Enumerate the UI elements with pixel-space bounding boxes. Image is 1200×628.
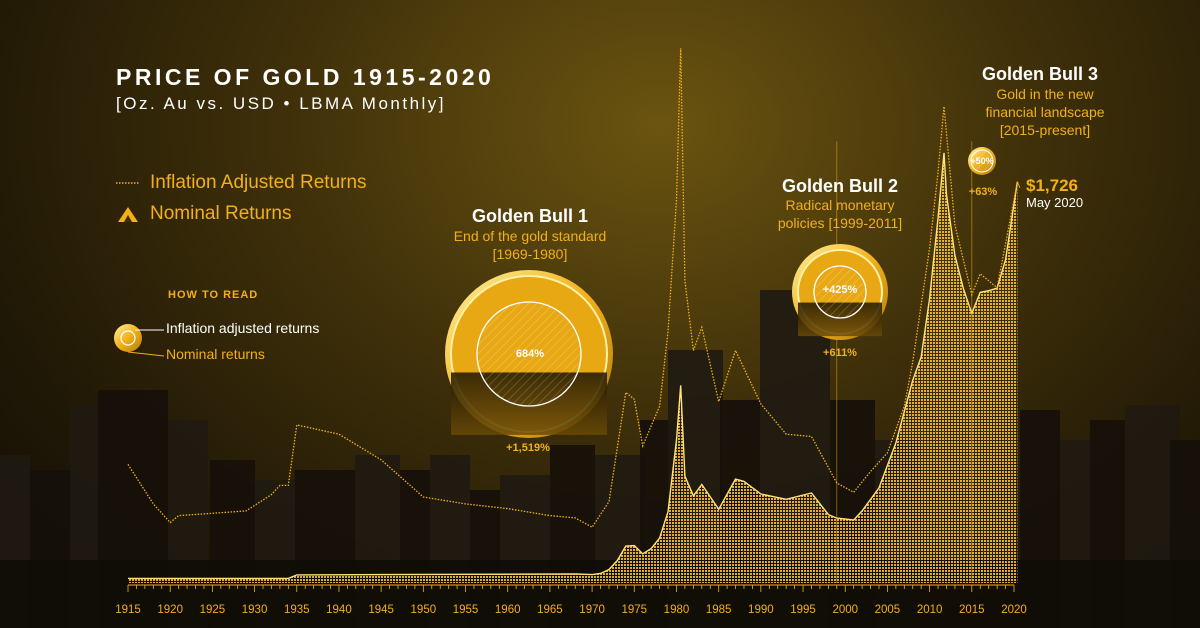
x-tick-label: 1915 bbox=[115, 604, 141, 616]
ground bbox=[0, 560, 1200, 628]
x-tick-label: 1955 bbox=[453, 604, 479, 616]
bull-2-inflation-return: +425% bbox=[822, 284, 858, 296]
latest-price-leader bbox=[1017, 181, 1021, 189]
x-tick-label: 1930 bbox=[242, 604, 268, 616]
legend-nominal: Nominal Returns bbox=[116, 203, 292, 225]
coin-inner-circle bbox=[476, 301, 582, 407]
bull-1-desc: End of the gold standard bbox=[453, 228, 607, 244]
x-tick-label: 2020 bbox=[1001, 604, 1027, 616]
x-tick-label: 1975 bbox=[621, 604, 647, 616]
x-tick-label: 2010 bbox=[917, 604, 943, 616]
bull-1-period: [1969-1980] bbox=[492, 246, 568, 262]
nominal-returns-area bbox=[128, 141, 1019, 583]
bull-3-desc-2: financial landscape bbox=[985, 104, 1105, 120]
x-tick-label: 1940 bbox=[326, 604, 352, 616]
x-tick-label: 1925 bbox=[200, 604, 226, 616]
inflation-line-path bbox=[127, 48, 1019, 529]
bull-3-coin bbox=[968, 147, 996, 175]
chart-title: PRICE OF GOLD 1915-2020 bbox=[116, 64, 495, 90]
bull-2-nominal-return: +611% bbox=[823, 347, 857, 359]
legend-inflation-label: Inflation Adjusted Returns bbox=[150, 172, 367, 193]
x-tick-label: 2005 bbox=[875, 604, 901, 616]
how-to-read-inflation: Inflation adjusted returns bbox=[166, 320, 320, 336]
x-tick-label: 1985 bbox=[706, 604, 732, 616]
x-tick-label: 1990 bbox=[748, 604, 774, 616]
latest-price: $1,726 bbox=[1026, 176, 1078, 195]
dotted-line-icon bbox=[116, 182, 140, 184]
city-skyline bbox=[0, 290, 1200, 628]
how-to-read-coin-icon bbox=[114, 324, 165, 357]
bull-3-title: Golden Bull 3 bbox=[981, 64, 1098, 84]
bull-1-coin bbox=[445, 270, 613, 438]
bull-3-desc: Gold in the new bbox=[996, 86, 1094, 102]
x-tick-label: 1970 bbox=[579, 604, 605, 616]
inflation-adjusted-line bbox=[127, 48, 1019, 529]
chart-subtitle: [Oz. Au vs. USD • LBMA Monthly] bbox=[116, 94, 447, 113]
mountain-icon bbox=[118, 207, 138, 222]
legend-inflation: Inflation Adjusted Returns bbox=[116, 172, 367, 194]
bull-3-nominal-return: +63% bbox=[968, 186, 998, 198]
bull-3-period: [2015-present] bbox=[999, 122, 1091, 138]
bull-1-title: Golden Bull 1 bbox=[471, 206, 588, 226]
x-tick-label: 1980 bbox=[664, 604, 690, 616]
nominal-area-edge bbox=[128, 152, 1019, 580]
x-tick-label: 1950 bbox=[411, 604, 437, 616]
x-tick-label: 1935 bbox=[284, 604, 310, 616]
x-tick-label: 1945 bbox=[368, 604, 394, 616]
bull-3-inflation-return: +50% bbox=[970, 156, 994, 166]
x-tick-label: 1965 bbox=[537, 604, 563, 616]
bull-1-nominal-return: +1,519% bbox=[506, 442, 550, 454]
x-tick-label: 1960 bbox=[495, 604, 521, 616]
x-axis: 1915 1920 1925 1930 1935 1940 1945 1950 1955 1960… bbox=[115, 584, 1027, 616]
nominal-area-fill bbox=[128, 152, 1018, 583]
x-tick-label: 1920 bbox=[157, 604, 183, 616]
x-tick-label: 2015 bbox=[959, 604, 985, 616]
x-tick-label: 2000 bbox=[832, 604, 858, 616]
legend-nominal-label: Nominal Returns bbox=[150, 203, 292, 224]
return-coins bbox=[445, 147, 1021, 438]
bull-2-coin bbox=[792, 244, 888, 340]
how-to-read-heading: HOW TO READ bbox=[168, 289, 259, 301]
bull-2-period: policies [1999-2011] bbox=[777, 215, 903, 231]
x-tick-label: 1995 bbox=[790, 604, 816, 616]
latest-date: May 2020 bbox=[1026, 195, 1084, 210]
coin-inner-circle bbox=[813, 265, 867, 319]
bull-2-desc: Radical monetary bbox=[785, 197, 895, 213]
bull-2-title: Golden Bull 2 bbox=[781, 176, 898, 196]
coin-inner-circle bbox=[970, 149, 994, 173]
bull-1-inflation-return: 684% bbox=[515, 348, 545, 360]
how-to-read-nominal: Nominal returns bbox=[166, 346, 265, 362]
